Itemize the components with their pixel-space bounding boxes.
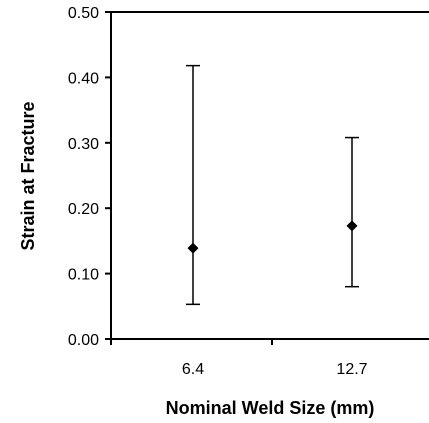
data-points — [186, 64, 359, 306]
y-tick-label: 0.10 — [68, 267, 99, 284]
diamond-marker — [346, 220, 358, 232]
plot-frame — [110, 11, 429, 340]
x-axis-title: Nominal Weld Size (mm) — [166, 398, 375, 418]
x-tick-label: 12.7 — [336, 361, 367, 378]
diamond-marker — [187, 242, 199, 254]
x-axis-ticks: 6.4 12.7 — [110, 339, 368, 378]
y-axis-ticks: 0.00 0.10 0.20 0.30 0.40 0.50 — [68, 5, 111, 349]
data-point — [345, 136, 359, 288]
y-tick-label: 0.40 — [68, 70, 99, 87]
x-tick-label: 6.4 — [182, 361, 204, 378]
data-point — [186, 64, 200, 306]
y-tick-label: 0.20 — [68, 201, 99, 218]
y-axis-title: Strain at Fracture — [18, 101, 38, 250]
y-tick-label: 0.30 — [68, 136, 99, 153]
y-tick-label: 0.00 — [68, 332, 99, 349]
y-tick-label: 0.50 — [68, 5, 99, 22]
